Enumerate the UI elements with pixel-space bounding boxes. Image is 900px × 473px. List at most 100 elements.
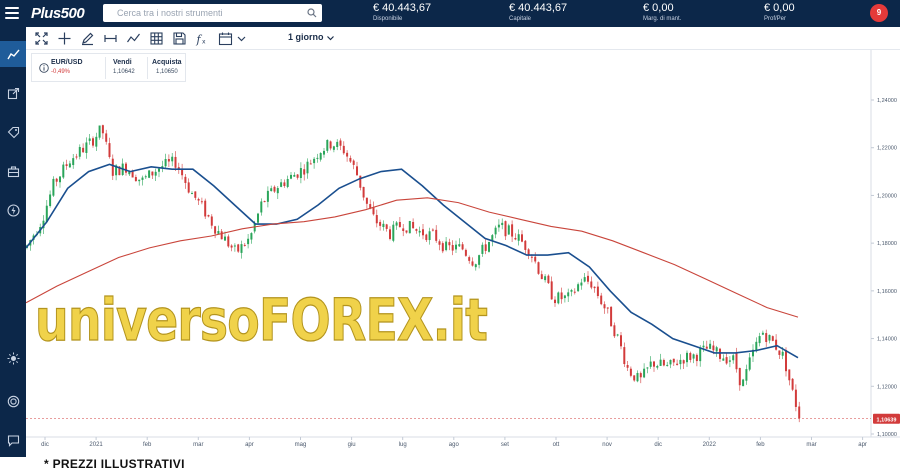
candle-body [148,170,151,178]
info-icon[interactable] [39,63,49,73]
search-icon[interactable] [307,8,317,18]
candle-body [408,221,411,234]
candle-body [682,360,685,364]
candle-body [260,201,263,213]
x-tick-label: mar [193,442,203,448]
candle-body [247,238,250,245]
grid-button[interactable] [149,31,164,46]
candle-body [174,156,177,168]
disclaimer-text: * PREZZI ILLUSTRATIVI [44,457,185,471]
y-tick-label: 1,20000 [877,193,897,199]
sidebar-item-alerts[interactable] [0,197,26,223]
candle-body [643,368,646,378]
candle-body [567,292,570,297]
candle-body [177,167,180,170]
sidebar-item-positions[interactable] [0,80,26,106]
candles [26,124,801,423]
candle-body [504,221,507,237]
candle-body [755,341,758,352]
candle-body [653,361,655,367]
candle-body [309,163,312,165]
time-period-select[interactable]: 1 giorno [288,32,335,42]
sidebar-item-chat[interactable] [0,427,26,453]
candle-body [488,241,490,252]
candle-body [82,147,85,153]
price-chart[interactable]: 1,24000 1,22000 1,20000 1,18000 1,16000 1,140… [26,50,900,457]
calendar-button[interactable] [218,31,233,46]
candle-body [537,262,540,274]
candle-body [517,234,520,241]
save-layout-button[interactable] [172,31,187,46]
candle-body [735,353,738,370]
tag-icon [7,126,19,138]
candle-body [125,163,127,173]
candle-body [771,336,774,341]
search-input[interactable] [103,4,303,22]
candle-body [712,345,715,351]
candle-body [237,244,240,252]
candle-body [484,244,487,251]
x-tick-label: 2021 [89,442,103,448]
candle-body [313,158,316,164]
candle-body [95,136,98,147]
trendline-icon [127,33,140,43]
x-tick-label: 2022 [703,442,717,448]
candle-body [649,361,652,367]
candle-body [85,142,88,153]
candle-body [270,188,273,192]
candle-body [666,364,669,366]
candle-body [738,367,741,386]
candle-body [610,306,613,327]
x-tick-label: giu [348,442,356,448]
candle-body [415,229,418,231]
candle-body [428,231,431,241]
calendar-dropdown[interactable] [234,31,249,46]
hamburger-menu-icon[interactable] [5,7,19,19]
candle-body [191,193,193,195]
candle-body [108,143,111,157]
candle-body [346,152,349,157]
candle-body [105,133,108,142]
fullscreen-button[interactable] [34,31,49,46]
sell-label[interactable]: Vendi [113,59,132,66]
measure-button[interactable] [103,31,118,46]
notifications-badge[interactable]: 9 [870,4,888,22]
candle-body [372,207,375,215]
candle-body [563,295,566,299]
candle-body [748,357,751,370]
candle-body [141,177,144,180]
sidebar-item-support[interactable] [0,388,26,414]
candle-body [88,138,91,141]
candle-body [633,375,636,381]
y-tick-label: 1,10000 [877,432,897,438]
candle-body [636,372,639,382]
candle-body [306,161,309,174]
stat-available: € 40.443,67 Disponibile [373,2,431,23]
x-tick-label: mag [295,442,307,448]
sidebar-item-orders[interactable] [0,119,26,145]
candle-body [379,221,382,226]
candle-body [580,282,583,286]
sidebar-item-chart[interactable] [0,41,26,67]
candle-body [662,359,665,366]
crosshair-button[interactable] [57,31,72,46]
chevron-down-icon [327,35,334,40]
candle-body [725,357,728,364]
candle-body [468,257,471,261]
draw-button[interactable] [80,31,95,46]
stat-label: Disponibile [373,16,403,22]
sidebar-item-theme[interactable] [0,345,26,371]
buy-label[interactable]: Acquista [152,59,182,66]
candle-body [705,346,708,349]
candle-body [207,215,210,217]
sidebar-item-portfolio[interactable] [0,158,26,184]
candle-body [92,138,94,146]
buy-price[interactable]: 1,10650 [156,69,178,75]
trendline-button[interactable] [126,31,141,46]
candle-body [55,178,58,182]
x-tick-label: feb [756,442,765,448]
sell-price[interactable]: 1,10642 [113,69,135,75]
candle-body [530,256,533,258]
